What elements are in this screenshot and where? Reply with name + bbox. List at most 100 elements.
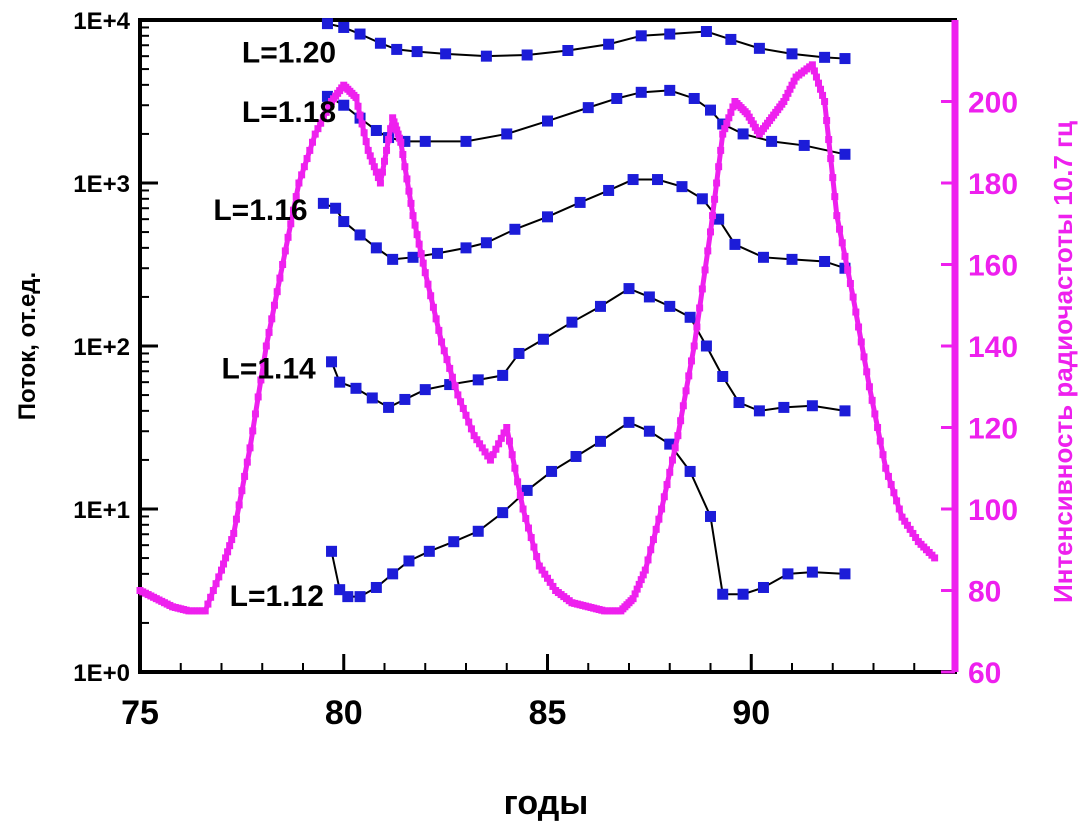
radio-flux-point [704, 247, 712, 255]
flux-point [423, 545, 435, 557]
flux-point [786, 48, 798, 60]
flux-point [338, 99, 350, 111]
radio-flux-point [319, 114, 327, 122]
radio-flux-point [411, 221, 419, 229]
radio-flux-point [395, 134, 403, 142]
radio-flux-point [238, 487, 246, 495]
radio-flux-point [819, 91, 827, 99]
radio-flux-point [405, 187, 413, 195]
radio-flux-point [833, 212, 841, 220]
radio-flux-point [644, 556, 652, 564]
right-tick-label: 80 [968, 576, 1001, 609]
radio-flux-point [295, 179, 303, 187]
radio-flux-point [786, 85, 794, 93]
radio-flux-point [427, 292, 435, 300]
radio-flux-point [300, 163, 308, 171]
radio-flux-point [546, 578, 554, 586]
right-tick-label: 60 [968, 657, 1001, 690]
radio-flux-point [671, 444, 679, 452]
radio-flux-point [829, 174, 837, 182]
flux-point [472, 525, 484, 537]
radio-flux-point [467, 425, 475, 433]
radio-flux-point [906, 525, 914, 533]
radio-flux-point [222, 554, 230, 562]
flux-series-L-1-12 [326, 416, 851, 603]
flux-point [700, 340, 712, 352]
radio-flux-point [511, 464, 519, 472]
flux-point [509, 223, 521, 235]
radio-flux-point [352, 93, 360, 101]
right-tick-label: 140 [968, 331, 1018, 364]
radio-flux-point [652, 525, 660, 533]
flux-point [582, 102, 594, 114]
flux-point [460, 242, 472, 254]
flux-point [643, 425, 655, 437]
flux-series-L-1-16 [317, 174, 851, 274]
radio-flux-point [827, 155, 835, 163]
radio-flux-point [663, 481, 671, 489]
flux-point [399, 393, 411, 405]
radio-flux-point [876, 437, 884, 445]
radio-flux-point [879, 451, 887, 459]
flux-point [472, 374, 484, 386]
flux-point [766, 135, 778, 147]
flux-point [819, 51, 831, 63]
radio-flux-point [284, 233, 292, 241]
radio-flux-point [784, 89, 792, 97]
radio-flux-point [696, 304, 704, 312]
flux-point [334, 584, 346, 596]
flux-point [338, 21, 350, 33]
radio-flux-point [857, 338, 865, 346]
flux-point [839, 405, 851, 417]
series-label: L=1.20 [242, 36, 336, 69]
radio-flux-point [524, 524, 532, 532]
flux-point [370, 581, 382, 593]
flux-point [603, 184, 615, 196]
radio-flux-point [276, 274, 284, 282]
flux-point [399, 135, 411, 147]
radio-flux-point [698, 285, 706, 293]
radio-flux-point [495, 440, 503, 448]
radio-flux-point [368, 157, 376, 165]
flux-line [327, 22, 846, 60]
radio-flux-point [372, 168, 380, 176]
radio-flux-point [232, 515, 240, 523]
radio-flux-point [711, 195, 719, 203]
radio-flux-point [544, 574, 551, 582]
flux-point [786, 253, 798, 265]
flux-point [688, 92, 700, 104]
flux-point [623, 416, 635, 428]
flux-point [594, 435, 606, 447]
flux-point [342, 591, 354, 603]
radio-flux-point [306, 146, 314, 154]
radio-flux-point [393, 126, 401, 134]
flux-point [460, 135, 472, 147]
radio-flux-point [476, 440, 484, 448]
radio-flux-point [810, 67, 818, 75]
flux-point [778, 401, 790, 413]
radio-flux-point [713, 179, 721, 187]
y-tick-label: 1E+0 [73, 660, 130, 687]
flux-point [354, 591, 366, 603]
right-tick-label: 180 [968, 168, 1018, 201]
series-label: L=1.12 [230, 580, 324, 613]
right-axis-label: Интенсивность радиочастоты 10.7 гц [1048, 121, 1078, 603]
radio-flux-point [725, 114, 733, 122]
radio-flux-point [693, 323, 701, 331]
flux-point [664, 438, 676, 450]
radio-flux-point [538, 566, 546, 574]
flux-point [627, 174, 639, 186]
radio-flux-point [421, 269, 429, 277]
radio-flux-point [413, 231, 421, 239]
radio-flux-point [486, 456, 494, 464]
y-tick-label: 1E+2 [73, 334, 130, 361]
radio-flux-point [407, 199, 415, 207]
radio-flux-point [505, 437, 513, 445]
radio-flux-point [457, 398, 465, 406]
radio-flux-point [215, 573, 223, 581]
series-labels: L=1.20 L=1.18 L=1.16 L=1.14 L=1.12 [213, 36, 336, 613]
radio-flux-point [682, 387, 690, 395]
flux-point [338, 216, 350, 228]
radio-flux-point [492, 445, 500, 453]
